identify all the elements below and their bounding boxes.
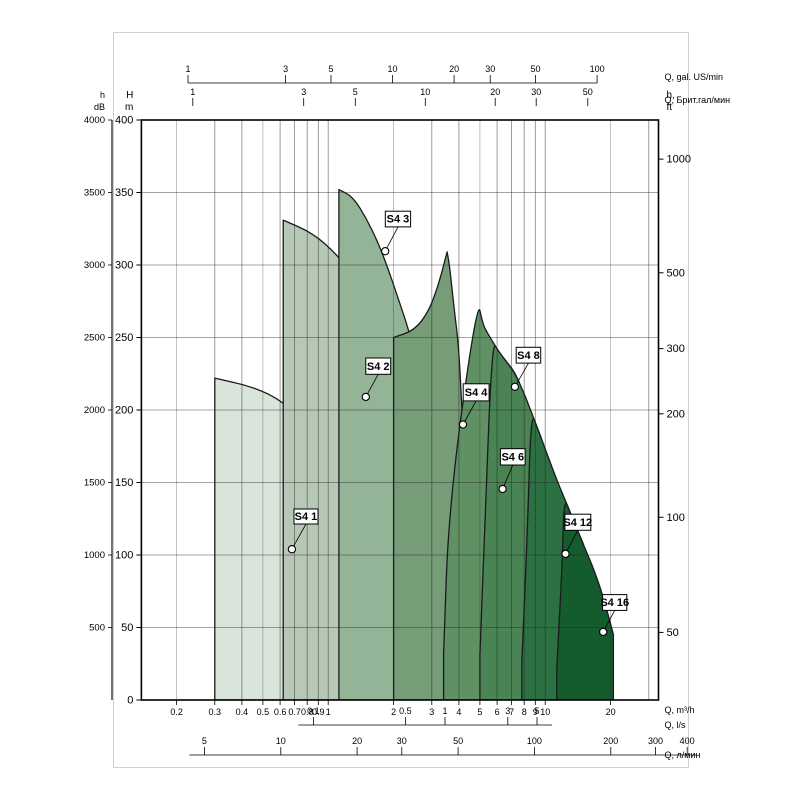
svg-text:1000: 1000	[84, 550, 105, 561]
svg-text:20: 20	[490, 87, 500, 97]
svg-text:1000: 1000	[667, 154, 691, 166]
svg-text:100: 100	[115, 550, 133, 562]
svg-text:3: 3	[429, 707, 434, 717]
svg-text:3: 3	[505, 706, 510, 716]
svg-text:0.2: 0.2	[170, 707, 183, 717]
svg-text:S4 12: S4 12	[563, 517, 592, 529]
svg-text:h: h	[100, 90, 105, 100]
svg-text:S4 6: S4 6	[501, 452, 524, 464]
svg-text:3: 3	[301, 87, 306, 97]
svg-text:5: 5	[477, 707, 482, 717]
svg-text:5: 5	[534, 706, 539, 716]
svg-text:400: 400	[115, 115, 133, 127]
svg-text:4: 4	[456, 707, 461, 717]
svg-text:30: 30	[485, 64, 495, 74]
svg-text:0.3: 0.3	[209, 707, 222, 717]
svg-text:0.5: 0.5	[399, 706, 412, 716]
svg-text:10: 10	[387, 64, 397, 74]
svg-text:0: 0	[127, 695, 133, 707]
svg-text:100: 100	[590, 64, 605, 74]
svg-text:250: 250	[115, 332, 133, 344]
svg-text:Q, l/s: Q, l/s	[665, 720, 687, 730]
svg-text:Q, л/мин: Q, л/мин	[665, 750, 701, 760]
svg-text:0.4: 0.4	[236, 707, 249, 717]
svg-text:1: 1	[185, 64, 190, 74]
svg-text:3500: 3500	[84, 188, 105, 199]
svg-text:Q, gal. US/min: Q, gal. US/min	[665, 72, 724, 82]
svg-text:50: 50	[453, 736, 463, 746]
svg-text:20: 20	[449, 64, 459, 74]
svg-text:4000: 4000	[84, 115, 105, 126]
svg-text:20: 20	[606, 707, 616, 717]
svg-text:1: 1	[326, 707, 331, 717]
svg-text:400: 400	[680, 736, 695, 746]
svg-text:2500: 2500	[84, 333, 105, 344]
svg-text:3: 3	[283, 64, 288, 74]
svg-text:150: 150	[115, 477, 133, 489]
svg-text:20: 20	[352, 736, 362, 746]
svg-text:0.1: 0.1	[307, 706, 320, 716]
svg-text:500: 500	[667, 267, 685, 279]
svg-text:S4 1: S4 1	[295, 511, 318, 523]
svg-text:2000: 2000	[84, 405, 105, 416]
svg-text:100: 100	[667, 512, 685, 524]
svg-text:10: 10	[276, 736, 286, 746]
svg-text:30: 30	[531, 87, 541, 97]
svg-text:200: 200	[603, 736, 618, 746]
svg-text:S4 4: S4 4	[465, 387, 489, 399]
svg-text:50: 50	[530, 64, 540, 74]
svg-text:5: 5	[353, 87, 358, 97]
svg-text:500: 500	[89, 623, 105, 634]
svg-text:m: m	[125, 102, 133, 113]
svg-text:1500: 1500	[84, 478, 105, 489]
svg-text:30: 30	[397, 736, 407, 746]
svg-text:10: 10	[540, 707, 550, 717]
svg-text:dB: dB	[94, 102, 105, 112]
svg-text:350: 350	[115, 187, 133, 199]
svg-text:S4 2: S4 2	[367, 361, 390, 373]
svg-text:100: 100	[527, 736, 542, 746]
svg-text:300: 300	[115, 260, 133, 272]
svg-text:10: 10	[420, 87, 430, 97]
svg-text:3000: 3000	[84, 260, 105, 271]
svg-text:1: 1	[190, 87, 195, 97]
svg-text:1: 1	[442, 706, 447, 716]
svg-text:5: 5	[328, 64, 333, 74]
svg-text:50: 50	[667, 627, 679, 639]
svg-text:Q, Брит.гал/мин: Q, Брит.гал/мин	[665, 95, 731, 105]
svg-text:0.6: 0.6	[274, 707, 287, 717]
svg-text:200: 200	[667, 408, 685, 420]
svg-text:0.5: 0.5	[257, 707, 270, 717]
svg-text:50: 50	[583, 87, 593, 97]
svg-text:Q, m³/h: Q, m³/h	[665, 705, 695, 715]
svg-text:50: 50	[121, 622, 133, 634]
svg-text:S4 8: S4 8	[517, 350, 540, 362]
svg-text:300: 300	[648, 736, 663, 746]
svg-text:8: 8	[522, 707, 527, 717]
svg-text:300: 300	[667, 343, 685, 355]
svg-text:S4 16: S4 16	[600, 597, 629, 609]
svg-text:200: 200	[115, 405, 133, 417]
svg-text:2: 2	[391, 707, 396, 717]
svg-text:S4 3: S4 3	[387, 214, 410, 226]
svg-text:H: H	[126, 90, 133, 101]
svg-text:5: 5	[202, 736, 207, 746]
svg-text:0.7: 0.7	[288, 707, 301, 717]
svg-text:6: 6	[495, 707, 500, 717]
